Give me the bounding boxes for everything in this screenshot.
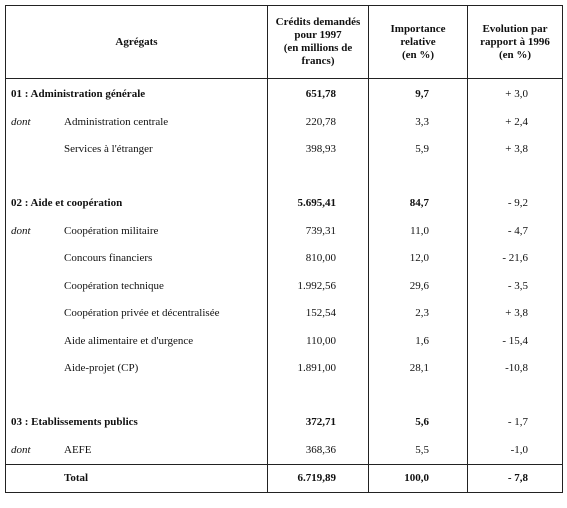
table-row: Aide-projet (CP) 1.891,00 28,1 -10,8	[5, 354, 563, 382]
total-evolution: - 7,8	[467, 463, 563, 492]
item-label: Services à l'étranger	[64, 143, 153, 156]
header-aggregats: Agrégats	[5, 5, 268, 79]
item-evolution: - 15,4	[467, 327, 563, 355]
section-evolution: + 3,0	[467, 78, 563, 108]
item-label: Concours financiers	[64, 252, 153, 265]
item-label: Administration centrale	[64, 115, 169, 128]
dont-prefix: dont	[11, 115, 31, 128]
item-credits: 810,00	[267, 244, 369, 272]
item-evolution: + 3,8	[467, 299, 563, 327]
section-row-aide: 02 : Aide et coopération 5.695,41 84,7 -…	[5, 188, 563, 217]
dont-prefix: dont	[11, 224, 31, 237]
item-evolution: -10,8	[467, 354, 563, 382]
item-importance: 1,6	[368, 327, 468, 355]
section-title: 01 : Administration générale	[11, 87, 146, 100]
item-evolution: - 21,6	[467, 244, 563, 272]
item-credits: 110,00	[267, 327, 369, 355]
item-credits: 739,31	[267, 217, 369, 245]
item-credits: 1.891,00	[267, 354, 369, 382]
table-row: Services à l'étranger 398,93 5,9 + 3,8	[5, 135, 563, 163]
section-credits: 372,71	[267, 407, 369, 436]
item-label: Aide-projet (CP)	[64, 362, 139, 375]
item-label: Coopération privée et décentralisée	[64, 307, 220, 320]
item-importance: 2,3	[368, 299, 468, 327]
item-importance: 29,6	[368, 272, 468, 300]
spacer-row	[5, 163, 563, 188]
item-evolution: - 3,5	[467, 272, 563, 300]
table-row: Coopération privée et décentralisée 152,…	[5, 299, 563, 327]
section-credits: 5.695,41	[267, 188, 369, 217]
item-label: Aide alimentaire et d'urgence	[64, 334, 194, 347]
item-label: Coopération militaire	[64, 224, 159, 237]
total-label: Total	[64, 472, 89, 484]
item-evolution: + 2,4	[467, 108, 563, 136]
header-importance: Importance relative (en %)	[368, 5, 468, 79]
section-importance: 84,7	[368, 188, 468, 217]
item-label: AEFE	[64, 443, 92, 456]
table-row: dont Coopération militaire 739,31 11,0 - …	[5, 217, 563, 245]
item-importance: 5,5	[368, 436, 468, 464]
section-evolution: - 9,2	[467, 188, 563, 217]
item-importance: 5,9	[368, 135, 468, 163]
section-importance: 9,7	[368, 78, 468, 108]
item-credits: 368,36	[267, 436, 369, 464]
item-importance: 3,3	[368, 108, 468, 136]
total-credits: 6.719,89	[267, 463, 369, 492]
total-row: Total 6.719,89 100,0 - 7,8	[5, 463, 563, 492]
table-row: dont AEFE 368,36 5,5 -1,0	[5, 436, 563, 464]
total-importance: 100,0	[368, 463, 468, 492]
table-row: dont Administration centrale 220,78 3,3 +…	[5, 108, 563, 136]
table-row: Aide alimentaire et d'urgence 110,00 1,6…	[5, 327, 563, 355]
item-evolution: + 3,8	[467, 135, 563, 163]
header-credits: Crédits demandés pour 1997 (en millions …	[267, 5, 369, 79]
section-evolution: - 1,7	[467, 407, 563, 436]
item-credits: 152,54	[267, 299, 369, 327]
section-title: 03 : Etablissements publics	[11, 415, 138, 428]
item-credits: 220,78	[267, 108, 369, 136]
item-evolution: - 4,7	[467, 217, 563, 245]
item-credits: 1.992,56	[267, 272, 369, 300]
item-importance: 28,1	[368, 354, 468, 382]
header-evolution: Evolution par rapport à 1996 (en %)	[467, 5, 563, 79]
table-row: Coopération technique 1.992,56 29,6 - 3,…	[5, 272, 563, 300]
section-title: 02 : Aide et coopération	[11, 196, 123, 209]
item-importance: 11,0	[368, 217, 468, 245]
section-importance: 5,6	[368, 407, 468, 436]
section-credits: 651,78	[267, 78, 369, 108]
budget-table: Agrégats Crédits demandés pour 1997 (en …	[5, 5, 563, 493]
item-label: Coopération technique	[64, 279, 164, 292]
item-importance: 12,0	[368, 244, 468, 272]
header-row: Agrégats Crédits demandés pour 1997 (en …	[5, 5, 563, 79]
item-evolution: -1,0	[467, 436, 563, 464]
section-row-administration: 01 : Administration générale 651,78 9,7 …	[5, 78, 563, 108]
table-row: Concours financiers 810,00 12,0 - 21,6	[5, 244, 563, 272]
item-credits: 398,93	[267, 135, 369, 163]
dont-prefix: dont	[11, 443, 31, 456]
spacer-row	[5, 382, 563, 407]
section-row-etablissements: 03 : Etablissements publics 372,71 5,6 -…	[5, 407, 563, 436]
